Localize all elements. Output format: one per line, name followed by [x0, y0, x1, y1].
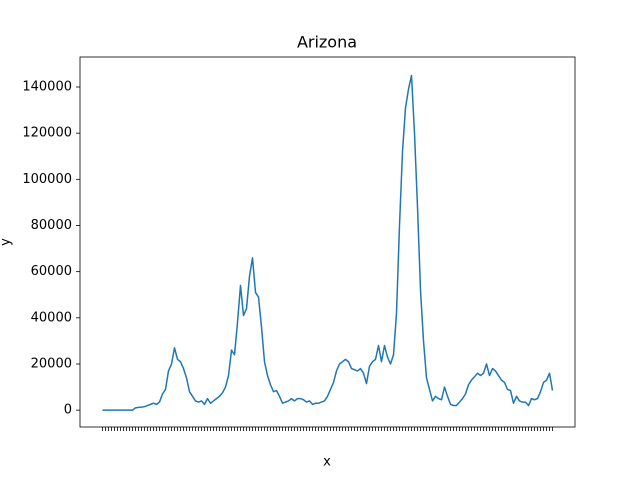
y-tick-label: 20000 — [31, 356, 72, 371]
y-tick-label: 60000 — [31, 264, 72, 279]
line-series — [102, 74, 554, 411]
y-axis-label: y — [0, 238, 14, 246]
x-axis-label: x — [323, 455, 331, 470]
y-tick-label: 40000 — [31, 310, 72, 325]
y-tick-label: 80000 — [31, 218, 72, 233]
y-tick-label: 100000 — [22, 172, 72, 187]
y-tick-label: 120000 — [22, 126, 72, 141]
plot-frame — [79, 56, 576, 428]
y-tick-label: 140000 — [22, 80, 72, 95]
chart-title: Arizona — [297, 33, 357, 52]
y-tick-label: 0 — [64, 403, 72, 418]
